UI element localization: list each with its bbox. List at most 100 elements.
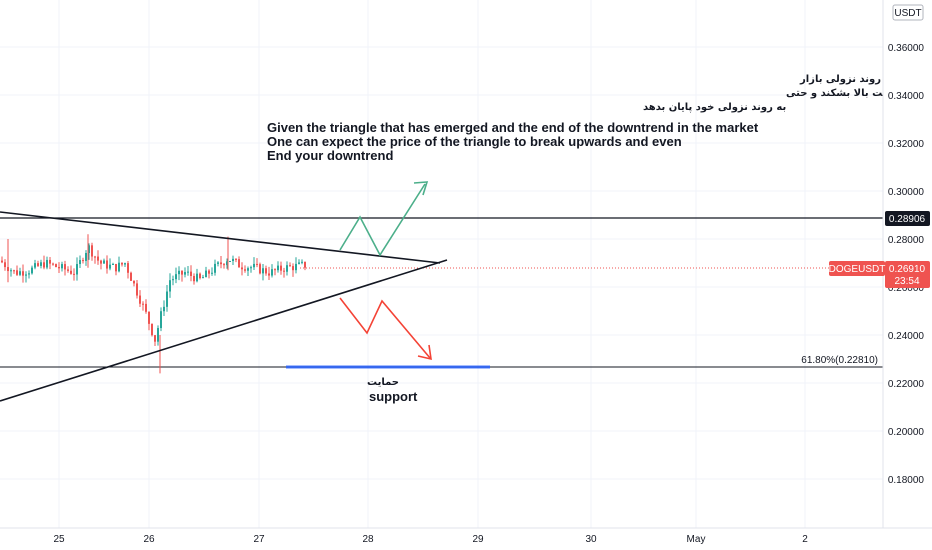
annotation-en-line-2: One can expect the price of the triangle… [267, 134, 682, 149]
candle-body [130, 272, 132, 281]
candle-body [229, 261, 231, 263]
candle-body [124, 263, 126, 265]
x-tick-label: 26 [143, 534, 155, 545]
candle-body [253, 263, 255, 268]
candle-body [10, 270, 12, 272]
fib-level-label: 61.80%(0.22810) [801, 355, 878, 366]
triangle-lower-line[interactable] [0, 259, 448, 402]
candle-body [49, 259, 51, 264]
candle-body [31, 267, 33, 274]
candle-body [136, 283, 138, 296]
candle-body [133, 280, 135, 284]
support-label-fa: حمایت [367, 377, 399, 388]
candle-body [211, 272, 213, 274]
y-tick-label: 0.34000 [888, 91, 925, 102]
candle-body [295, 263, 297, 271]
candle-body [154, 335, 156, 342]
annotation-en-line-1: Given the triangle that has emerged and … [267, 120, 759, 135]
time-axis[interactable]: 25 26 27 28 29 30 May 2 [0, 527, 932, 550]
currency-badge [892, 4, 924, 21]
x-tick-label: 25 [53, 534, 65, 545]
candle-body [298, 262, 300, 264]
candle-body [82, 260, 84, 262]
candle-body [196, 273, 198, 282]
x-tick-label: May [687, 534, 706, 545]
candle-body [67, 269, 69, 271]
candle-body [64, 264, 66, 270]
candle-body [247, 268, 249, 271]
candle-body [265, 268, 267, 274]
x-tick-label: 27 [253, 534, 265, 545]
candle-body [37, 263, 39, 266]
candle-body [112, 263, 114, 265]
candle-body [91, 245, 93, 257]
bearish-projection-arrow[interactable] [339, 297, 431, 359]
candle-body [256, 263, 258, 265]
triangle-upper-line[interactable] [0, 211, 441, 264]
candlestick-series [1, 234, 306, 374]
candle-body [109, 264, 111, 269]
candle-body [55, 264, 57, 267]
candle-body [190, 271, 192, 277]
price-axis[interactable]: 0.36000 0.34000 0.32000 0.30000 0.28000 0.260… [882, 0, 932, 528]
candle-body [283, 270, 285, 272]
y-tick-label: 0.36000 [888, 43, 925, 54]
candle-body [4, 262, 6, 268]
candle-body [244, 269, 246, 271]
candle-body [85, 252, 87, 261]
bullish-projection-arrow[interactable] [339, 183, 426, 257]
candle-body [73, 273, 75, 275]
candle-body [148, 311, 150, 324]
candle-body [19, 271, 21, 275]
candle-body [286, 265, 288, 272]
candle-body [250, 267, 252, 269]
candle-body [97, 256, 99, 261]
current-price-badge [885, 261, 930, 288]
candle-body [175, 274, 177, 280]
symbol-badge [829, 261, 885, 276]
candle-body [277, 265, 279, 271]
candle-body [280, 265, 282, 271]
chart-grid [0, 0, 883, 528]
candle-body [40, 262, 42, 266]
y-tick-label: 0.30000 [888, 187, 925, 198]
candle-body [43, 262, 45, 268]
y-tick-label: 0.24000 [888, 331, 925, 342]
candle-body [202, 277, 204, 279]
candle-body [25, 274, 27, 276]
price-axis-ticks: 0.36000 0.34000 0.32000 0.30000 0.28000 0.260… [888, 43, 925, 486]
candle-body [145, 303, 147, 312]
candle-body [22, 271, 24, 276]
x-tick-label: 2 [802, 534, 808, 545]
x-tick-label: 29 [472, 534, 484, 545]
candle-body [52, 263, 54, 265]
candle-body [163, 306, 165, 312]
candle-body [241, 267, 243, 270]
candle-body [142, 303, 144, 305]
candle-body [79, 260, 81, 265]
candle-body [16, 270, 18, 275]
candle-body [223, 264, 225, 266]
candle-body [226, 261, 228, 266]
candle-body [187, 271, 189, 273]
candle-body [100, 260, 102, 264]
candle-body [115, 263, 117, 272]
candle-body [181, 270, 183, 275]
candle-body [169, 280, 171, 292]
candle-body [172, 279, 174, 281]
currency-label: USDT [894, 8, 921, 19]
candle-body [208, 270, 210, 274]
candle-body [274, 269, 276, 271]
annotation-en-line-3: End your downtrend [267, 148, 393, 163]
candle-body [304, 261, 306, 268]
candle-body [160, 311, 162, 329]
y-tick-label: 0.18000 [888, 475, 925, 486]
candle-body [289, 265, 291, 267]
candle-body [292, 266, 294, 271]
current-price-label: 0.26910 [889, 264, 926, 275]
candle-body [262, 268, 264, 274]
y-tick-label: 0.20000 [888, 427, 925, 438]
candle-body [205, 270, 207, 278]
candle-body [235, 258, 237, 260]
